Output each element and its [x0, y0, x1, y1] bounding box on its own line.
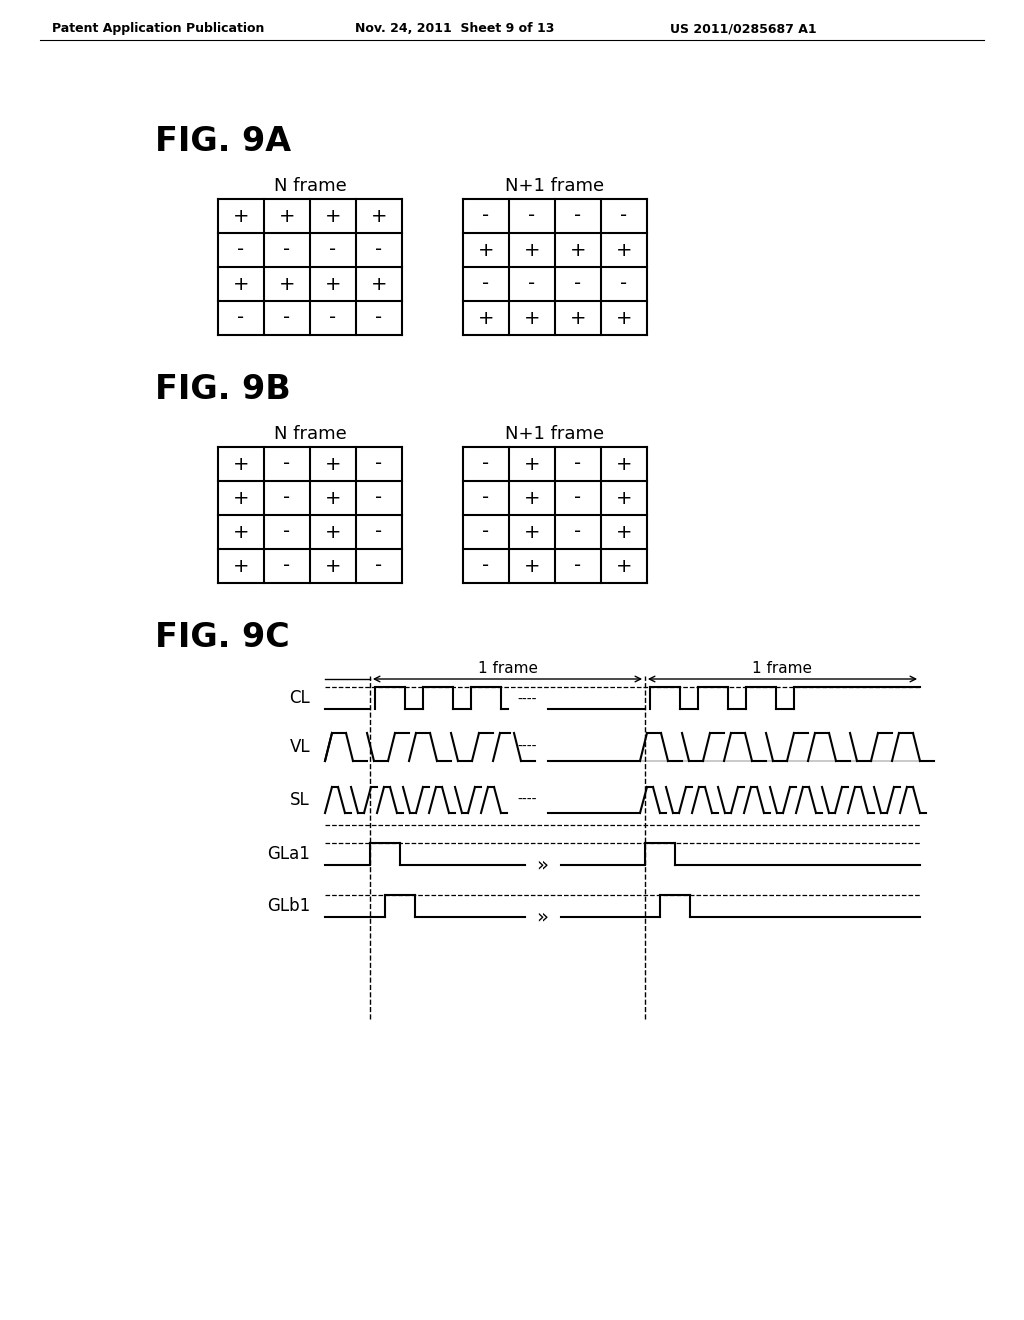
Text: SL: SL: [290, 791, 310, 809]
Text: -: -: [284, 240, 291, 260]
Text: CL: CL: [289, 689, 310, 708]
Text: +: +: [325, 454, 341, 474]
Text: VL: VL: [290, 738, 310, 756]
Text: 1 frame: 1 frame: [477, 661, 538, 676]
Text: GLa1: GLa1: [267, 845, 310, 863]
Text: +: +: [523, 557, 541, 576]
Text: +: +: [523, 454, 541, 474]
Text: -: -: [574, 557, 582, 576]
Text: ----: ----: [518, 793, 538, 807]
Text: +: +: [371, 206, 387, 226]
Text: +: +: [615, 523, 632, 541]
Text: -: -: [482, 557, 489, 576]
Text: GLb1: GLb1: [266, 898, 310, 915]
Text: -: -: [574, 275, 582, 293]
Text: +: +: [232, 557, 249, 576]
Text: +: +: [569, 240, 587, 260]
Text: -: -: [376, 240, 383, 260]
Text: -: -: [574, 206, 582, 226]
Text: -: -: [284, 557, 291, 576]
Text: +: +: [232, 488, 249, 507]
Text: N+1 frame: N+1 frame: [506, 425, 604, 444]
Text: +: +: [325, 275, 341, 293]
Text: N+1 frame: N+1 frame: [506, 177, 604, 195]
Text: +: +: [325, 523, 341, 541]
Text: -: -: [284, 309, 291, 327]
Text: -: -: [284, 488, 291, 507]
Text: ----: ----: [518, 693, 538, 708]
Text: -: -: [284, 523, 291, 541]
Text: +: +: [232, 206, 249, 226]
Text: +: +: [615, 488, 632, 507]
Text: +: +: [615, 309, 632, 327]
Text: -: -: [376, 523, 383, 541]
Text: +: +: [569, 309, 587, 327]
Text: -: -: [528, 206, 536, 226]
Text: -: -: [376, 488, 383, 507]
Text: +: +: [615, 454, 632, 474]
Text: +: +: [279, 275, 295, 293]
Text: -: -: [482, 523, 489, 541]
Text: +: +: [523, 309, 541, 327]
Text: +: +: [478, 309, 495, 327]
Text: »: »: [537, 855, 549, 874]
Text: FIG. 9A: FIG. 9A: [155, 125, 291, 158]
Text: -: -: [376, 454, 383, 474]
Text: +: +: [232, 275, 249, 293]
Text: +: +: [325, 488, 341, 507]
Text: N frame: N frame: [273, 177, 346, 195]
Text: +: +: [523, 240, 541, 260]
Text: -: -: [330, 240, 337, 260]
Text: 1 frame: 1 frame: [753, 661, 812, 676]
Text: -: -: [284, 454, 291, 474]
Text: +: +: [325, 206, 341, 226]
Text: -: -: [482, 454, 489, 474]
Text: -: -: [574, 488, 582, 507]
Text: +: +: [325, 557, 341, 576]
Text: -: -: [574, 523, 582, 541]
Text: -: -: [528, 275, 536, 293]
Text: -: -: [621, 275, 628, 293]
Text: Patent Application Publication: Patent Application Publication: [52, 22, 264, 36]
Text: »: »: [537, 908, 549, 927]
Text: +: +: [279, 206, 295, 226]
Text: -: -: [376, 309, 383, 327]
Text: -: -: [482, 488, 489, 507]
Text: +: +: [615, 557, 632, 576]
Text: -: -: [376, 557, 383, 576]
Text: FIG. 9C: FIG. 9C: [155, 620, 290, 653]
Text: +: +: [523, 523, 541, 541]
Text: -: -: [574, 454, 582, 474]
Text: -: -: [330, 309, 337, 327]
Text: +: +: [478, 240, 495, 260]
Text: FIG. 9B: FIG. 9B: [155, 374, 291, 407]
Text: ----: ----: [518, 741, 538, 754]
Text: N frame: N frame: [273, 425, 346, 444]
Text: -: -: [621, 206, 628, 226]
Text: US 2011/0285687 A1: US 2011/0285687 A1: [670, 22, 816, 36]
Text: -: -: [238, 240, 245, 260]
Text: +: +: [232, 523, 249, 541]
Text: -: -: [482, 206, 489, 226]
Text: -: -: [482, 275, 489, 293]
Text: +: +: [615, 240, 632, 260]
Text: +: +: [232, 454, 249, 474]
Text: Nov. 24, 2011  Sheet 9 of 13: Nov. 24, 2011 Sheet 9 of 13: [355, 22, 554, 36]
Text: +: +: [523, 488, 541, 507]
Text: +: +: [371, 275, 387, 293]
Text: -: -: [238, 309, 245, 327]
